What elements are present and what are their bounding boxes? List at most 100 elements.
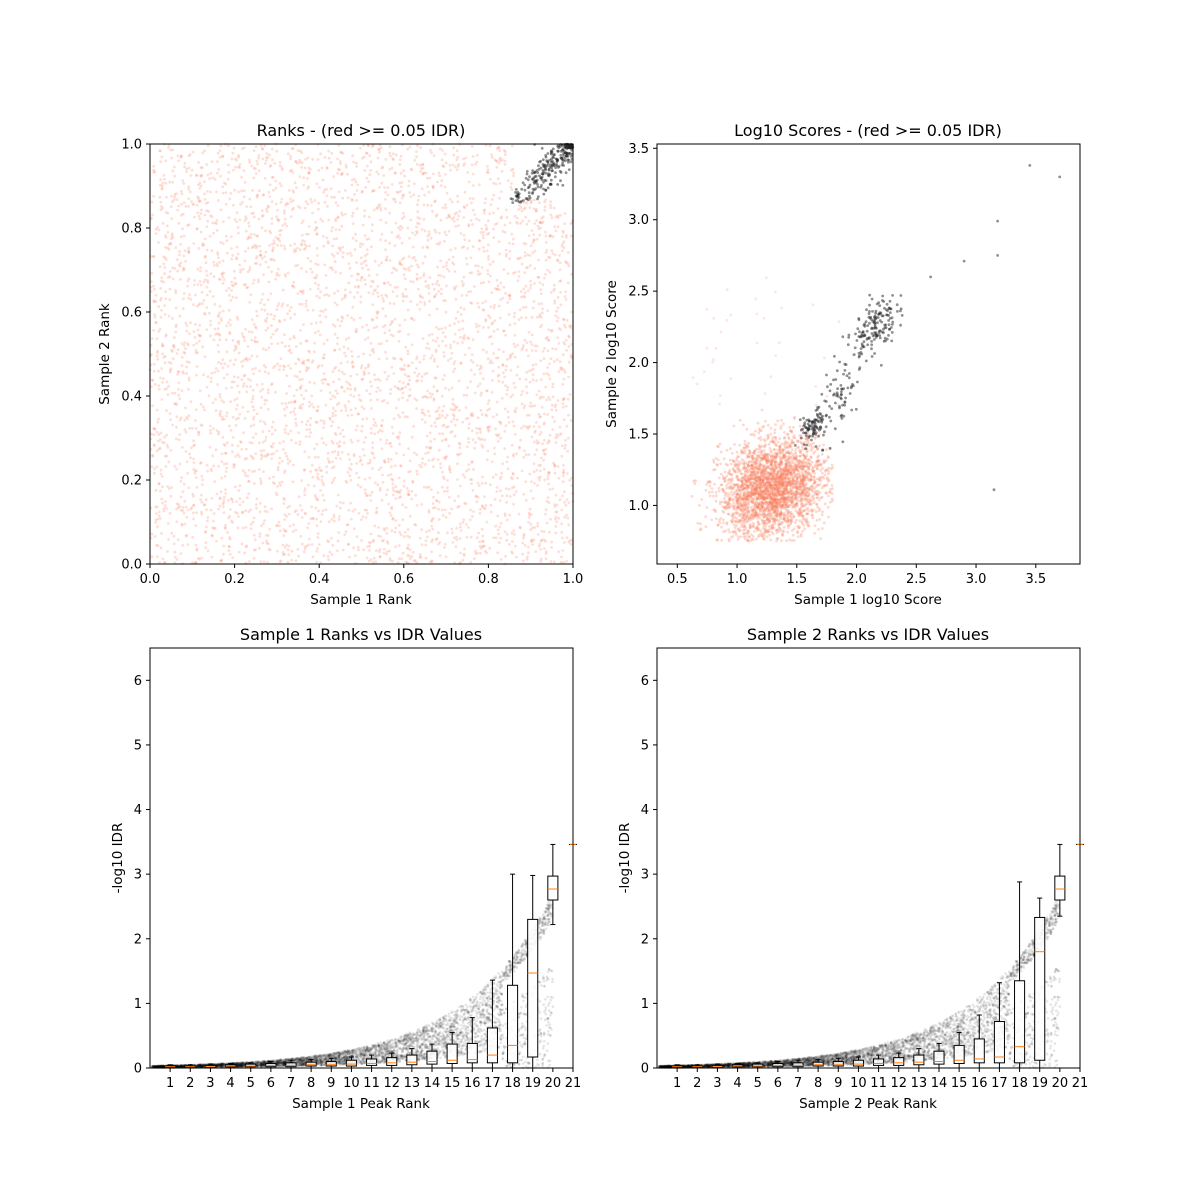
data-point: [517, 270, 521, 273]
data-point: [364, 436, 368, 439]
data-point: [452, 219, 456, 223]
data-point: [505, 538, 509, 542]
data-point: [410, 343, 414, 347]
data-point: [199, 174, 202, 177]
data-point: [304, 435, 308, 438]
data-point: [290, 284, 294, 288]
data-point: [174, 289, 177, 292]
data-point: [248, 357, 252, 361]
data-point: [567, 168, 571, 172]
data-point: [312, 405, 316, 409]
data-point: [280, 197, 284, 201]
data-point: [235, 220, 239, 224]
data-point: [195, 342, 199, 345]
data-point: [562, 246, 566, 250]
data-point: [457, 453, 460, 457]
data-point: [389, 514, 393, 517]
data-point: [164, 258, 168, 261]
data-point: [180, 192, 184, 196]
data-point: [215, 492, 219, 496]
data-point: [551, 382, 555, 386]
data-point: [564, 404, 568, 408]
data-point: [293, 242, 297, 246]
data-point: [153, 315, 157, 319]
data-point: [320, 364, 324, 367]
data-point: [494, 536, 498, 540]
data-point: [382, 551, 386, 555]
data-point: [440, 287, 443, 291]
data-point: [275, 271, 279, 275]
data-point: [376, 310, 380, 314]
data-point: [550, 149, 553, 153]
data-point: [465, 535, 469, 539]
data-point: [338, 501, 342, 504]
data-point: [378, 150, 381, 154]
data-point: [176, 506, 180, 510]
data-point: [495, 433, 498, 437]
data-point: [223, 526, 227, 530]
data-point: [171, 317, 174, 320]
data-point: [338, 324, 342, 328]
data-point: [201, 478, 204, 482]
data-point: [397, 523, 401, 527]
data-point: [340, 172, 344, 176]
data-point: [338, 444, 341, 448]
data-point: [527, 516, 531, 519]
data-point: [387, 374, 390, 378]
data-point: [315, 294, 319, 298]
data-point: [426, 409, 430, 413]
data-point: [232, 463, 236, 466]
data-point: [403, 295, 406, 298]
data-point: [311, 475, 315, 479]
data-point: [203, 237, 207, 241]
data-point: [359, 295, 363, 298]
data-point: [218, 395, 222, 399]
data-point: [357, 511, 361, 515]
data-point: [263, 308, 267, 312]
data-point: [547, 482, 550, 486]
data-point: [233, 344, 237, 348]
data-point: [344, 406, 348, 409]
data-point: [152, 328, 156, 332]
data-point: [508, 513, 511, 517]
data-point: [365, 264, 368, 267]
data-point: [500, 494, 504, 498]
data-point: [220, 272, 224, 276]
data-point: [181, 505, 185, 509]
data-point: [443, 542, 447, 546]
data-point: [515, 406, 518, 410]
data-point: [363, 372, 367, 375]
data-point: [549, 560, 553, 564]
data-point: [233, 282, 237, 285]
data-point: [754, 429, 757, 433]
data-point: [407, 543, 410, 547]
data-point: [370, 349, 374, 352]
data-point: [409, 300, 413, 303]
data-point: [307, 185, 311, 189]
data-point: [432, 385, 436, 388]
data-point: [204, 525, 208, 529]
data-point: [488, 263, 492, 266]
data-point: [696, 521, 700, 525]
data-point: [431, 538, 434, 542]
data-point: [349, 478, 353, 482]
data-point: [267, 190, 271, 194]
data-point: [481, 539, 485, 543]
data-point: [343, 351, 346, 355]
data-point: [278, 456, 282, 460]
data-point: [497, 365, 501, 369]
data-point: [559, 432, 563, 436]
data-point: [255, 234, 259, 238]
data-point: [459, 232, 463, 235]
data-point: [334, 201, 338, 205]
data-point: [333, 519, 336, 523]
data-point: [262, 522, 265, 525]
data-point: [561, 480, 565, 484]
data-point: [411, 231, 414, 235]
data-point: [515, 373, 519, 377]
data-point: [524, 453, 528, 457]
data-point: [205, 306, 209, 309]
data-point: [355, 207, 359, 211]
data-point: [369, 493, 372, 497]
data-point: [159, 472, 163, 476]
